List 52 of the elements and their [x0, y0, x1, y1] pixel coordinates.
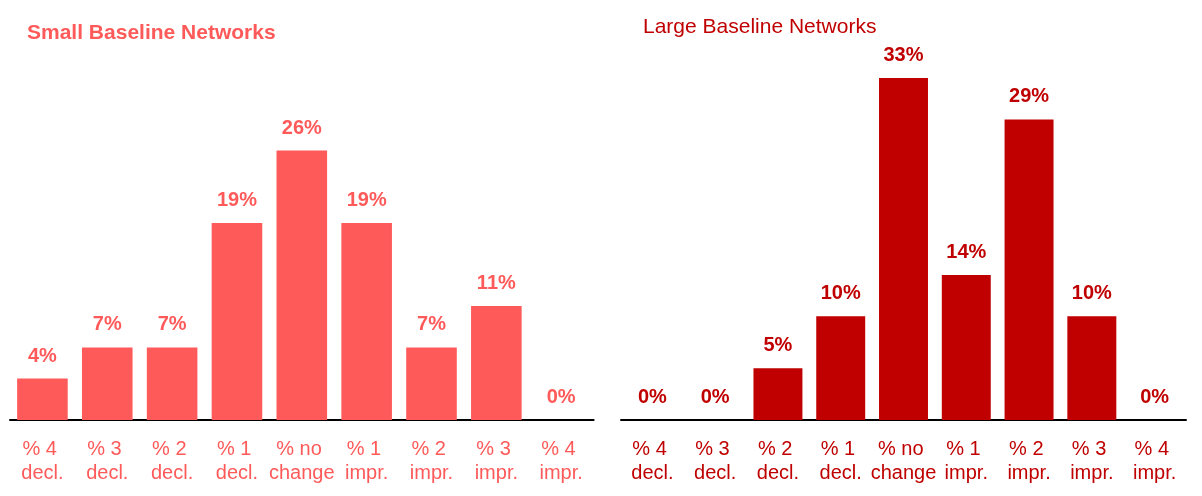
- bar: [1067, 316, 1117, 420]
- data-label: 11%: [476, 271, 517, 293]
- data-label: 0%: [700, 385, 730, 407]
- data-label: 5%: [763, 333, 793, 356]
- bar: [406, 347, 457, 420]
- data-label: 19%: [216, 188, 258, 211]
- bar: [879, 78, 928, 420]
- x-tick-label: % 3 impr.: [474, 437, 519, 483]
- x-tick-label: % 1 impr.: [344, 437, 389, 483]
- bar: [341, 223, 392, 420]
- x-tick-label: % 2 decl.: [150, 437, 194, 483]
- x-tick-label: % 2 impr.: [1007, 437, 1051, 483]
- bar: [1004, 119, 1054, 420]
- data-label: 14%: [946, 239, 987, 262]
- x-tick-label: % no change: [268, 437, 335, 483]
- bar: [17, 378, 68, 420]
- x-tick-label: % 3 decl.: [694, 437, 737, 483]
- x-tick-label: % 1 decl.: [819, 437, 862, 483]
- x-tick-label: % no change: [870, 437, 937, 483]
- bar: [816, 316, 866, 420]
- data-label: 7%: [157, 312, 187, 335]
- data-label: 4%: [27, 343, 58, 366]
- data-label: 10%: [820, 281, 861, 304]
- data-label: 0%: [1140, 385, 1170, 407]
- bar: [276, 150, 328, 420]
- x-tick-label: % 2 impr.: [409, 437, 454, 483]
- data-label: 0%: [546, 385, 576, 407]
- x-tick-label: % 1 impr.: [944, 437, 988, 483]
- bar: [211, 223, 263, 420]
- data-label: 7%: [417, 312, 447, 335]
- x-tick-label: % 1 decl.: [215, 437, 259, 483]
- chart-title: Large Baseline Networks: [643, 14, 877, 37]
- x-tick-label: % 4 decl.: [631, 437, 674, 483]
- data-label: 19%: [346, 188, 387, 211]
- data-label: 0%: [637, 385, 668, 407]
- x-tick-label: % 2 decl.: [756, 437, 800, 483]
- bar: [753, 368, 803, 420]
- data-label: 33%: [883, 43, 924, 65]
- data-label: 7%: [92, 312, 122, 335]
- data-label: 29%: [1009, 84, 1050, 107]
- bar: [146, 347, 198, 420]
- bar: [941, 274, 991, 420]
- x-tick-label: % 3 decl.: [86, 437, 129, 483]
- bar: [81, 347, 133, 420]
- data-label: 10%: [1071, 281, 1113, 304]
- x-tick-label: % 4 impr.: [539, 437, 583, 483]
- x-tick-label: % 3 impr.: [1070, 437, 1114, 483]
- data-label: 26%: [281, 115, 323, 138]
- x-tick-label: % 4 decl.: [21, 437, 64, 483]
- bar: [471, 306, 522, 420]
- chart-title: Small Baseline Networks: [27, 20, 276, 43]
- x-tick-label: % 4 impr.: [1132, 437, 1177, 483]
